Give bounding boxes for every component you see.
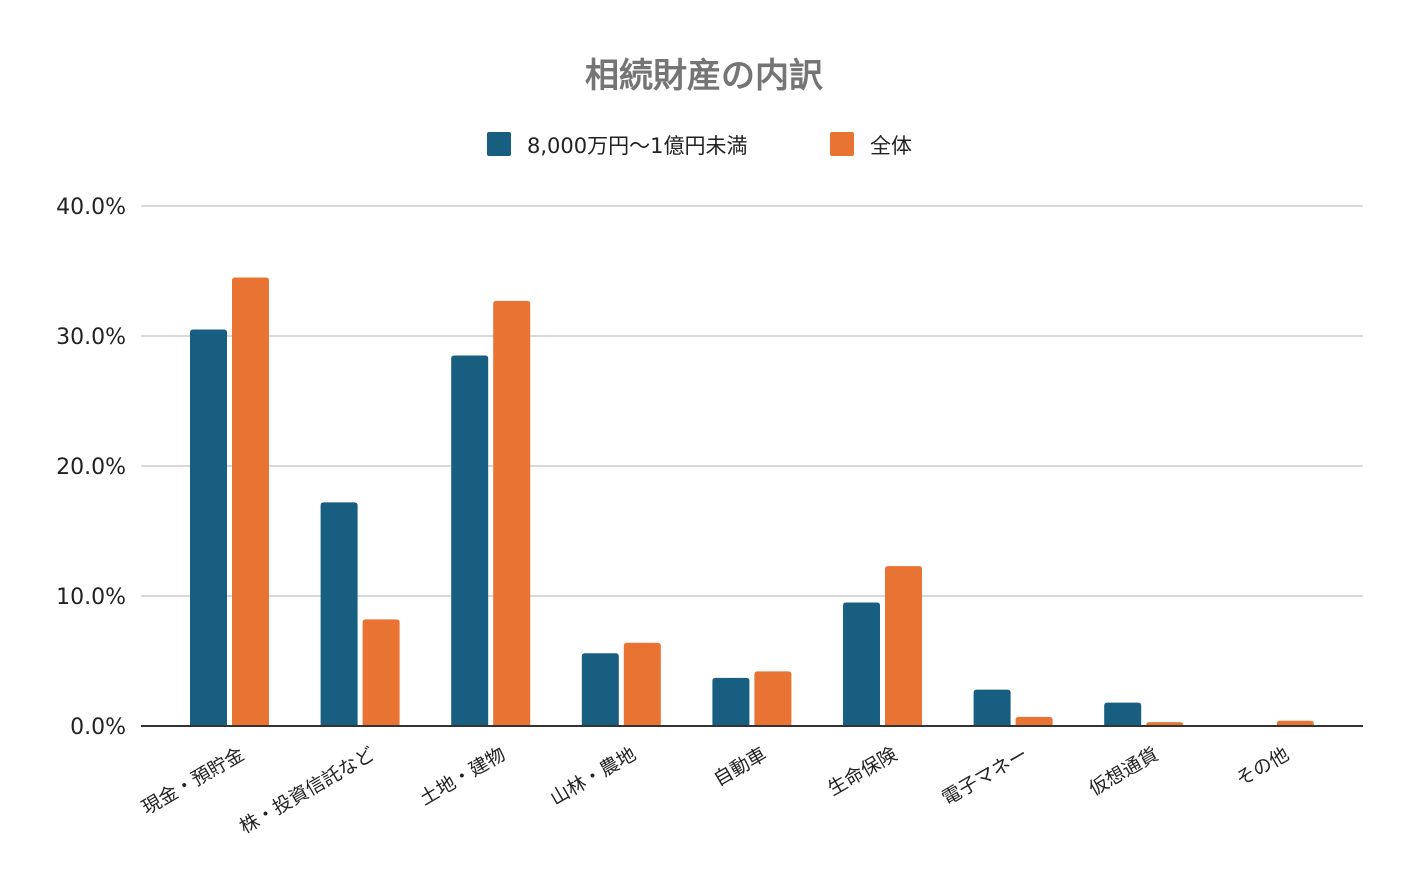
bar-series-1 xyxy=(843,602,880,726)
bar-series-1 xyxy=(973,689,1011,726)
x-tick-label: 自動車 xyxy=(710,743,770,791)
bar-series-2 xyxy=(232,277,269,726)
y-tick-label: 20.0% xyxy=(56,455,126,480)
x-tick-label: 生命保険 xyxy=(824,743,901,800)
bar-series-2 xyxy=(493,300,531,726)
legend-swatch-series-2 xyxy=(830,132,854,156)
bar-series-1 xyxy=(320,502,358,726)
legend: 8,000万円〜1億円未満 全体 xyxy=(487,132,912,158)
x-tick-label: 電子マネー xyxy=(938,743,1031,810)
chart-title: 相続財産の内訳 xyxy=(585,56,824,96)
bar-series-2 xyxy=(754,671,792,726)
x-tick-label: 現金・預貯金 xyxy=(138,743,248,819)
y-tick-label: 30.0% xyxy=(56,325,126,350)
x-tick-label: 仮想通貨 xyxy=(1085,743,1162,800)
legend-label-series-1: 8,000万円〜1億円未満 xyxy=(527,134,747,158)
bar-series-1 xyxy=(712,677,750,726)
legend-swatch-series-1 xyxy=(487,132,511,156)
legend-label-series-2: 全体 xyxy=(870,134,912,158)
x-tick-label: 株・投資信託など xyxy=(236,743,379,838)
y-tick-label: 40.0% xyxy=(56,195,126,220)
bar-series-1 xyxy=(451,355,489,726)
bar-series-2 xyxy=(1276,720,1314,726)
bar-series-2 xyxy=(885,566,922,726)
bar-series-1 xyxy=(581,653,619,726)
bar-series-2 xyxy=(362,619,400,726)
x-tick-label: その他 xyxy=(1232,743,1292,791)
x-tick-label: 土地・建物 xyxy=(416,743,509,810)
x-tick-label: 山林・農地 xyxy=(547,743,640,810)
y-tick-label: 0.0% xyxy=(70,715,126,740)
bar-series-2 xyxy=(623,642,661,726)
bar-series-1 xyxy=(190,329,227,726)
bar-series-1 xyxy=(1104,702,1142,726)
y-tick-label: 10.0% xyxy=(56,585,126,610)
bar-series-2 xyxy=(1015,716,1053,726)
